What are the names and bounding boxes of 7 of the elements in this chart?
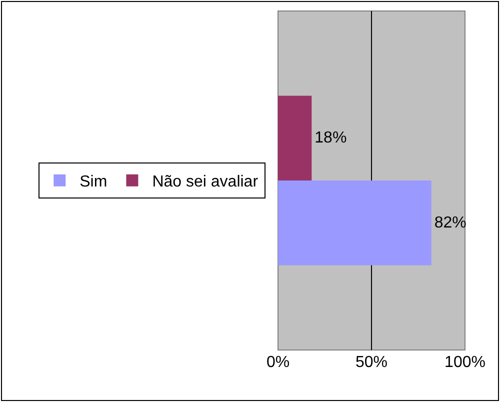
x-tick-label: 100%	[444, 354, 486, 371]
legend-label: Sim	[80, 174, 108, 191]
data-label: 18%	[314, 130, 347, 147]
x-tick-label: 0%	[266, 354, 290, 371]
x-tick-label: 50%	[355, 354, 388, 371]
data-label: 82%	[434, 214, 466, 232]
legend-label: Não sei avaliar	[152, 174, 259, 191]
